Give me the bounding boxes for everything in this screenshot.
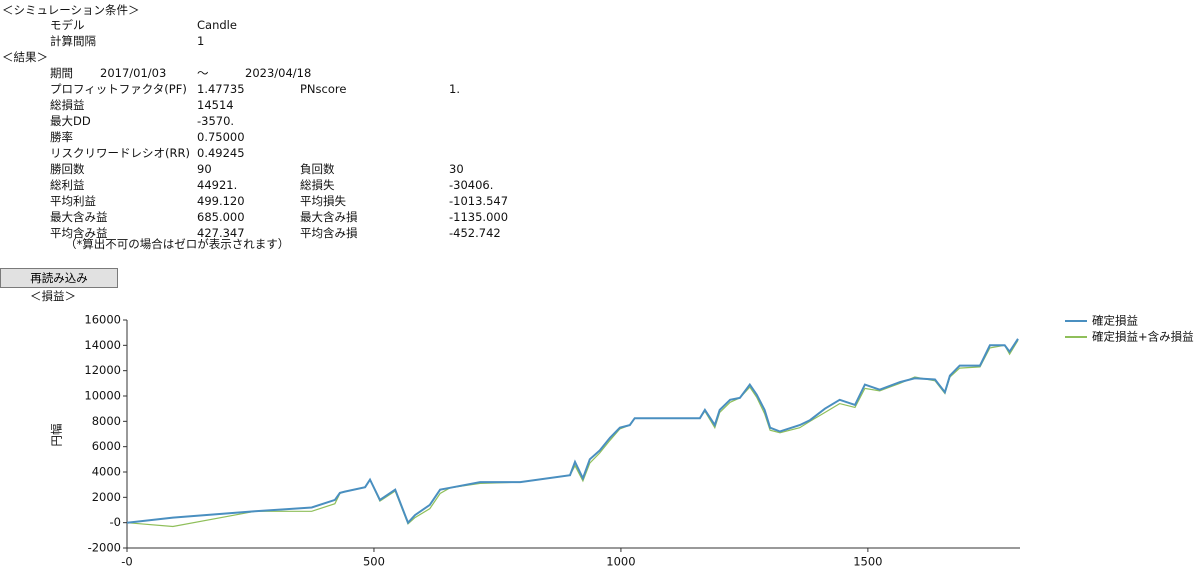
value: 0.75000 (197, 130, 245, 144)
x-tick-label: -0 (121, 555, 132, 569)
label: 総利益 (50, 178, 85, 192)
x-tick-label: 1000 (606, 555, 635, 569)
value: 499.120 (197, 194, 245, 208)
value: 1.47735 (197, 82, 245, 96)
label: 最大含み益 (50, 210, 108, 224)
note: （*算出不可の場合はゼロが表示されます） (65, 237, 290, 251)
section-title: ＜シミュレーション条件＞ (2, 3, 140, 17)
label: プロフィットファクタ(PF) (50, 82, 187, 96)
value: 1 (197, 34, 205, 48)
y-tick-label: -0 (110, 515, 121, 529)
label: 勝回数 (50, 162, 85, 176)
value: 44921. (197, 178, 238, 192)
data-line (126, 339, 1019, 528)
legend-label: 確定損益+含み損益 (1092, 330, 1194, 344)
value: 2023/04/18 (245, 66, 312, 80)
label: 最大DD (50, 114, 91, 128)
value: ～ (197, 66, 209, 80)
label: 負回数 (300, 162, 335, 176)
value: -452.742 (449, 226, 501, 240)
label: 総損失 (300, 178, 335, 192)
value: 685.000 (197, 210, 245, 224)
value: 90 (197, 162, 212, 176)
y-tick-label: 14000 (84, 338, 121, 352)
y-tick-label: 8000 (92, 414, 121, 428)
y-tick-label: 10000 (84, 389, 121, 403)
y-tick-label: 6000 (92, 439, 121, 453)
label: 平均損失 (300, 194, 346, 208)
label: 平均含み益 (50, 226, 108, 240)
label: 総損益 (50, 98, 85, 112)
section-title: ＜結果＞ (2, 50, 48, 64)
reload-button[interactable]: 再読み込み (0, 268, 118, 288)
value: -30406. (449, 178, 494, 192)
label: 最大含み損 (300, 210, 358, 224)
label: 勝率 (50, 130, 73, 144)
y-tick-label: 16000 (84, 313, 121, 327)
y-tick-label: 2000 (92, 490, 121, 504)
value: 427.347 (197, 226, 245, 240)
value: -3570. (197, 114, 235, 128)
label: 平均含み損 (300, 226, 358, 240)
label: PNscore (300, 82, 347, 96)
y-axis-label: 円幅 (50, 424, 64, 447)
data-line (126, 338, 1019, 525)
value: -1135.000 (449, 210, 509, 224)
value: 0.49245 (197, 146, 245, 160)
label: 期間 (50, 66, 73, 80)
label: 計算間隔 (50, 34, 96, 48)
legend-label: 確定損益 (1092, 314, 1138, 328)
x-tick-label: 1500 (853, 555, 882, 569)
x-tick-label: 500 (363, 555, 385, 569)
y-tick-label: 4000 (92, 465, 121, 479)
value: 14514 (197, 98, 234, 112)
value: 2017/01/03 (100, 66, 167, 80)
value: Candle (197, 18, 237, 32)
label: 平均利益 (50, 194, 96, 208)
value: 1. (449, 82, 460, 96)
label: モデル (50, 18, 85, 32)
y-tick-label: 12000 (84, 363, 121, 377)
y-tick-label: -2000 (88, 541, 121, 555)
value: 30 (449, 162, 464, 176)
chart-title: ＜損益＞ (30, 289, 76, 303)
label: リスクリワードレシオ(RR) (50, 146, 190, 160)
value: -1013.547 (449, 194, 509, 208)
